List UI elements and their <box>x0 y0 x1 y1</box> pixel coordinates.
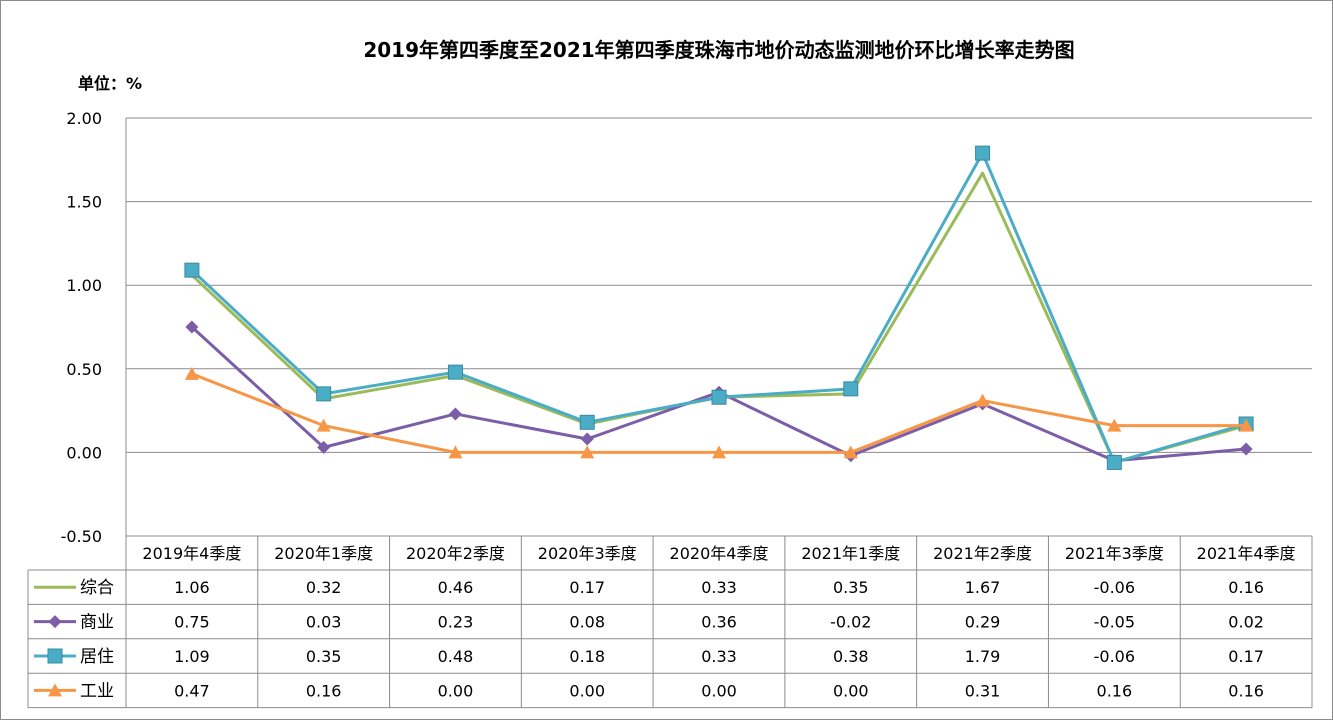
data-point-square <box>579 414 595 430</box>
table-value: 0.35 <box>833 578 869 597</box>
table-value: 0.00 <box>569 681 605 700</box>
table-value: 0.33 <box>701 578 737 597</box>
table-value: 1.67 <box>965 578 1001 597</box>
y-tick-label: 2.00 <box>66 109 102 128</box>
x-category-label: 2021年1季度 <box>801 544 900 563</box>
table-value: 1.09 <box>174 647 210 666</box>
x-category-label: 2020年2季度 <box>406 544 505 563</box>
table-value: 0.29 <box>965 613 1001 632</box>
data-point-diamond <box>317 440 331 454</box>
table-value: 0.47 <box>174 681 210 700</box>
x-category-label: 2020年4季度 <box>670 544 769 563</box>
table-value: -0.02 <box>830 613 871 632</box>
legend-series-name: 综合 <box>80 578 114 598</box>
y-tick-label: 1.00 <box>66 276 102 295</box>
data-point-triangle <box>448 445 463 459</box>
table-value: 0.03 <box>306 613 342 632</box>
table-value: 0.18 <box>569 647 605 666</box>
y-tick-label: -0.50 <box>61 527 102 546</box>
series-line <box>190 151 1247 464</box>
y-tick-label: 1.50 <box>66 193 102 212</box>
table-value: 0.16 <box>306 681 342 700</box>
x-category-label: 2020年1季度 <box>274 544 373 563</box>
data-point-square <box>447 364 463 380</box>
table-value: -0.06 <box>1094 578 1135 597</box>
table-value: 0.00 <box>701 681 737 700</box>
data-point-square <box>184 262 200 278</box>
table-value: 0.48 <box>438 647 474 666</box>
table-value: 0.16 <box>1097 681 1133 700</box>
data-point-triangle <box>1239 418 1254 432</box>
data-point-triangle <box>184 366 199 380</box>
y-tick-label: 0.50 <box>66 360 102 379</box>
table-value: 0.38 <box>833 647 869 666</box>
data-point-diamond <box>580 432 594 446</box>
data-point-square <box>975 145 991 161</box>
table-value: 0.02 <box>1228 613 1264 632</box>
data-point-square <box>843 381 859 397</box>
data-point-square <box>1106 454 1122 470</box>
series-0 <box>190 171 1247 464</box>
table-value: 1.06 <box>174 578 210 597</box>
table-value: 0.16 <box>1228 681 1264 700</box>
data-point-triangle <box>843 445 858 459</box>
data-point-square <box>316 386 332 402</box>
data-point-diamond <box>185 320 199 334</box>
data-point-diamond <box>48 615 62 629</box>
table-value: 0.33 <box>701 647 737 666</box>
series-line <box>190 171 1247 464</box>
table-value: 0.08 <box>569 613 605 632</box>
data-point-diamond <box>448 407 462 421</box>
table-value: -0.05 <box>1094 613 1135 632</box>
table-value: 0.00 <box>833 681 869 700</box>
legend-series-name: 居住 <box>80 647 114 667</box>
x-category-label: 2019年4季度 <box>142 544 241 563</box>
data-point-triangle <box>1107 418 1122 432</box>
table-value: 0.00 <box>438 681 474 700</box>
x-category-label: 2021年3季度 <box>1065 544 1164 563</box>
chart-title: 2019年第四季度至2021年第四季度珠海市地价动态监测地价环比增长率走势图 <box>363 38 1075 62</box>
data-point-triangle <box>975 393 990 407</box>
table-value: 1.79 <box>965 647 1001 666</box>
series-3 <box>184 366 1254 459</box>
table-value: 0.35 <box>306 647 342 666</box>
legend-series-name: 工业 <box>80 681 114 701</box>
x-category-label: 2020年3季度 <box>538 544 637 563</box>
x-category-label: 2021年2季度 <box>933 544 1032 563</box>
y-unit-label: 单位：% <box>78 74 143 93</box>
data-point-triangle <box>712 445 726 459</box>
table-value: -0.06 <box>1094 647 1135 666</box>
x-category-label: 2021年4季度 <box>1197 544 1296 563</box>
y-tick-label: 0.00 <box>66 443 102 462</box>
table-value: 0.36 <box>701 613 737 632</box>
table-value: 0.23 <box>438 613 474 632</box>
table-value: 0.75 <box>174 613 210 632</box>
data-point-triangle <box>48 683 62 697</box>
table-value: 0.32 <box>306 578 342 597</box>
table-value: 0.16 <box>1228 578 1264 597</box>
table-value: 0.46 <box>438 578 474 597</box>
data-point-diamond <box>1239 442 1253 456</box>
data-point-square <box>47 648 63 664</box>
legend-series-name: 商业 <box>80 613 114 633</box>
data-point-triangle <box>580 445 595 459</box>
table-value: 0.17 <box>1228 647 1264 666</box>
data-point-square <box>711 389 727 405</box>
data-point-triangle <box>316 418 331 432</box>
table-value: 0.17 <box>569 578 605 597</box>
table-value: 0.31 <box>965 681 1001 700</box>
